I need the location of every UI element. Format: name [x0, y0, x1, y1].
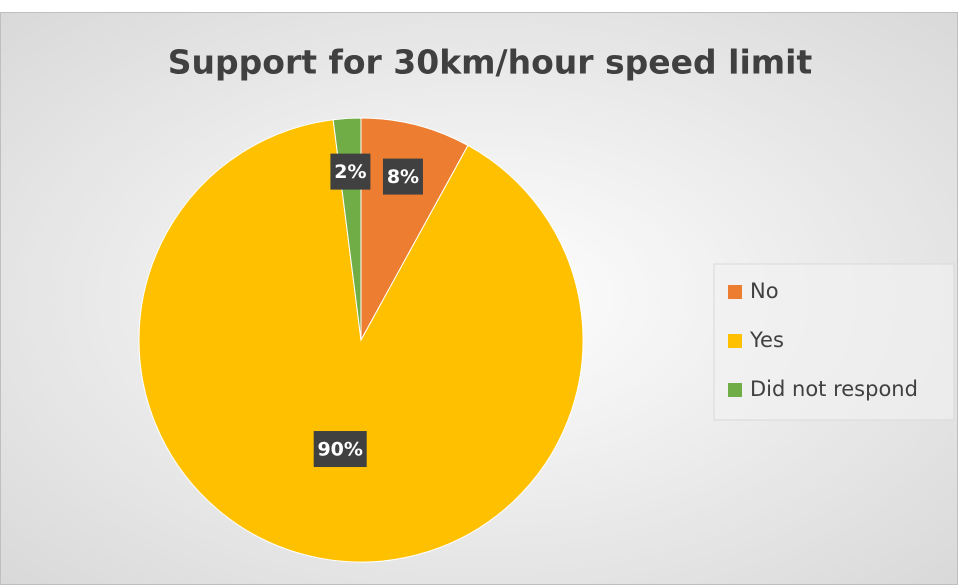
data-label-box — [330, 153, 371, 190]
legend-label: No — [750, 279, 779, 303]
legend-box — [713, 263, 955, 421]
chart-title: Support for 30km/hour speed limit — [168, 43, 813, 82]
legend-label: Yes — [749, 328, 784, 352]
legend-label: Did not respond — [750, 377, 918, 401]
legend-swatch — [728, 334, 742, 348]
legend-swatch — [728, 285, 742, 299]
data-label-box — [382, 158, 423, 195]
legend-swatch — [728, 383, 742, 397]
data-label: 2% — [334, 161, 366, 183]
data-label: 8% — [387, 166, 419, 188]
data-label-box — [313, 431, 367, 468]
pie-slice — [138, 119, 584, 563]
data-label: 90% — [317, 439, 362, 461]
